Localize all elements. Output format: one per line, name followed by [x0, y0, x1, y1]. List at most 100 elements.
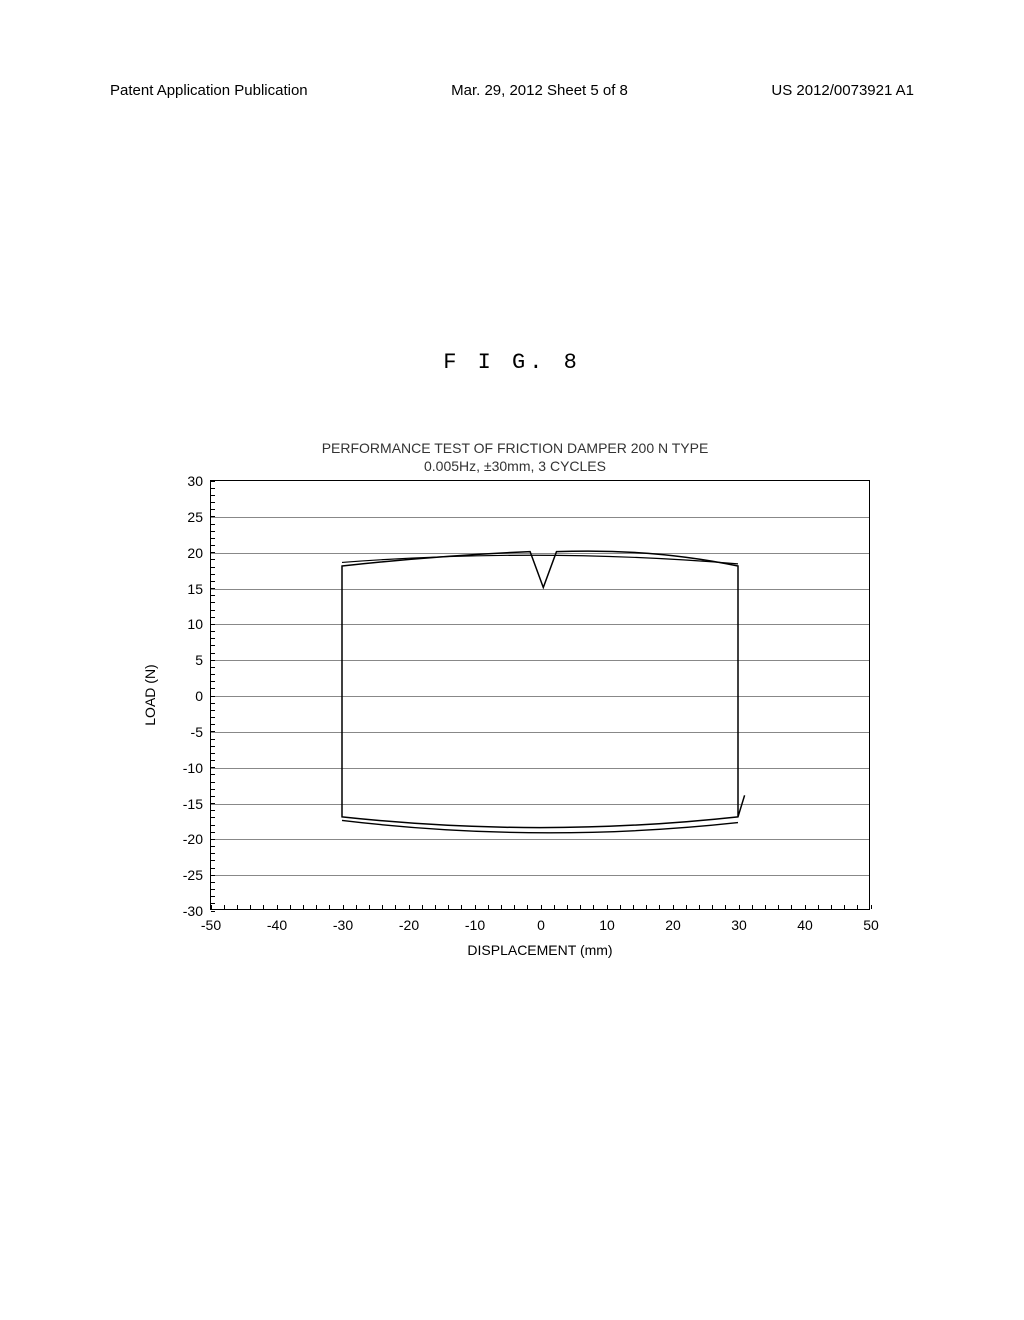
- y-tick-label: 20: [187, 545, 203, 561]
- y-minor-tick: [211, 789, 215, 790]
- y-minor-tick: [211, 853, 215, 854]
- gridline-h: [211, 660, 869, 661]
- x-minor-tick: [633, 905, 634, 909]
- y-tick-label: 25: [187, 509, 203, 525]
- y-minor-tick: [211, 889, 215, 890]
- y-minor-tick: [211, 817, 215, 818]
- x-minor-tick: [541, 905, 542, 909]
- x-minor-tick: [224, 905, 225, 909]
- x-minor-tick: [329, 905, 330, 909]
- y-minor-tick: [211, 588, 215, 589]
- y-minor-tick: [211, 767, 215, 768]
- y-minor-tick: [211, 688, 215, 689]
- x-minor-tick: [316, 905, 317, 909]
- x-minor-tick: [422, 905, 423, 909]
- y-axis-label: LOAD (N): [142, 664, 158, 725]
- x-minor-tick: [659, 905, 660, 909]
- chart: PERFORMANCE TEST OF FRICTION DAMPER 200 …: [130, 440, 900, 970]
- y-minor-tick: [211, 524, 215, 525]
- x-minor-tick: [277, 905, 278, 909]
- y-minor-tick: [211, 810, 215, 811]
- header-center: Mar. 29, 2012 Sheet 5 of 8: [451, 82, 628, 99]
- y-minor-tick: [211, 875, 215, 876]
- x-minor-tick: [461, 905, 462, 909]
- x-tick-label: -20: [399, 917, 419, 933]
- y-minor-tick: [211, 531, 215, 532]
- x-minor-tick: [211, 905, 212, 909]
- y-minor-tick: [211, 617, 215, 618]
- y-minor-tick: [211, 595, 215, 596]
- x-tick-label: 50: [863, 917, 879, 933]
- x-minor-tick: [620, 905, 621, 909]
- x-minor-tick: [805, 905, 806, 909]
- x-minor-tick: [488, 905, 489, 909]
- x-minor-tick: [369, 905, 370, 909]
- y-minor-tick: [211, 502, 215, 503]
- x-minor-tick: [831, 905, 832, 909]
- y-minor-tick: [211, 860, 215, 861]
- x-minor-tick: [514, 905, 515, 909]
- y-minor-tick: [211, 710, 215, 711]
- y-minor-tick: [211, 832, 215, 833]
- gridline-h: [211, 624, 869, 625]
- x-minor-tick: [593, 905, 594, 909]
- y-minor-tick: [211, 516, 215, 517]
- y-minor-tick: [211, 868, 215, 869]
- x-minor-tick: [752, 905, 753, 909]
- y-minor-tick: [211, 645, 215, 646]
- y-minor-tick: [211, 724, 215, 725]
- y-minor-tick: [211, 660, 215, 661]
- x-minor-tick: [290, 905, 291, 909]
- y-minor-tick: [211, 696, 215, 697]
- x-minor-tick: [237, 905, 238, 909]
- y-minor-tick: [211, 624, 215, 625]
- x-tick-label: -40: [267, 917, 287, 933]
- x-minor-tick: [501, 905, 502, 909]
- x-minor-tick: [739, 905, 740, 909]
- x-minor-tick: [871, 905, 872, 909]
- x-minor-tick: [356, 905, 357, 909]
- y-minor-tick: [211, 774, 215, 775]
- x-minor-tick: [686, 905, 687, 909]
- y-minor-tick: [211, 911, 215, 912]
- y-minor-tick: [211, 825, 215, 826]
- gridline-h: [211, 696, 869, 697]
- x-minor-tick: [712, 905, 713, 909]
- x-tick-label: 0: [537, 917, 545, 933]
- y-tick-label: -25: [183, 867, 203, 883]
- y-minor-tick: [211, 731, 215, 732]
- x-minor-tick: [527, 905, 528, 909]
- x-minor-tick: [395, 905, 396, 909]
- page-header: Patent Application Publication Mar. 29, …: [0, 82, 1024, 99]
- gridline-h: [211, 589, 869, 590]
- y-minor-tick: [211, 581, 215, 582]
- y-minor-tick: [211, 631, 215, 632]
- x-minor-tick: [580, 905, 581, 909]
- y-minor-tick: [211, 538, 215, 539]
- gridline-h: [211, 732, 869, 733]
- x-tick-label: -50: [201, 917, 221, 933]
- x-minor-tick: [673, 905, 674, 909]
- y-tick-label: 15: [187, 581, 203, 597]
- x-tick-label: 10: [599, 917, 615, 933]
- x-tick-label: -30: [333, 917, 353, 933]
- y-minor-tick: [211, 839, 215, 840]
- gridline-h: [211, 875, 869, 876]
- y-minor-tick: [211, 552, 215, 553]
- x-minor-tick: [435, 905, 436, 909]
- x-minor-tick: [382, 905, 383, 909]
- gridline-h: [211, 804, 869, 805]
- x-minor-tick: [646, 905, 647, 909]
- x-minor-tick: [857, 905, 858, 909]
- x-minor-tick: [725, 905, 726, 909]
- y-minor-tick: [211, 567, 215, 568]
- y-minor-tick: [211, 782, 215, 783]
- y-minor-tick: [211, 796, 215, 797]
- x-minor-tick: [607, 905, 608, 909]
- y-minor-tick: [211, 638, 215, 639]
- plot-container: -30-25-20-15-10-5051015202530-50-40-30-2…: [210, 480, 870, 910]
- y-minor-tick: [211, 717, 215, 718]
- x-minor-tick: [567, 905, 568, 909]
- x-minor-tick: [778, 905, 779, 909]
- x-minor-tick: [791, 905, 792, 909]
